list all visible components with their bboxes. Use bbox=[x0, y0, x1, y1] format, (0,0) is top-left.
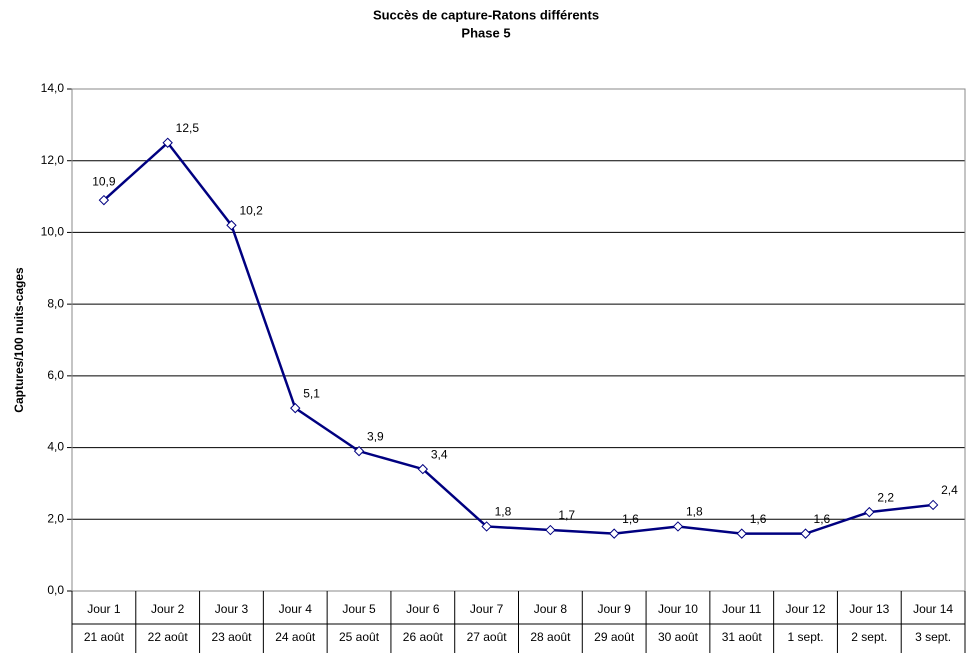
data-label: 1,7 bbox=[558, 508, 575, 522]
x-tick-label: Jour 4 bbox=[279, 602, 313, 616]
data-label: 2,2 bbox=[877, 490, 894, 504]
series-line bbox=[103, 140, 934, 535]
chart-title: Succès de capture-Ratons différents bbox=[373, 7, 599, 22]
y-tick-label: 0,0 bbox=[47, 583, 64, 597]
marker bbox=[672, 521, 684, 532]
marker bbox=[290, 402, 301, 414]
marker bbox=[545, 524, 556, 536]
y-tick-label: 10,0 bbox=[41, 225, 65, 239]
data-label: 1,6 bbox=[814, 512, 831, 526]
y-tick-label: 12,0 bbox=[41, 153, 65, 167]
marker bbox=[800, 528, 811, 539]
y-tick-label: 2,0 bbox=[47, 511, 64, 525]
marker bbox=[353, 445, 365, 457]
data-label: 1,8 bbox=[686, 505, 703, 519]
x-tick-sublabel: 23 août bbox=[211, 630, 252, 644]
marker bbox=[162, 137, 173, 148]
x-tick-label: Jour 9 bbox=[597, 602, 631, 616]
x-tick-label: Jour 12 bbox=[786, 602, 826, 616]
x-tick-sublabel: 27 août bbox=[467, 630, 508, 644]
x-tick-label: Jour 11 bbox=[722, 602, 761, 616]
data-label: 12,5 bbox=[176, 121, 200, 135]
x-tick-label: Jour 14 bbox=[913, 602, 953, 616]
y-tick-label: 6,0 bbox=[47, 368, 64, 382]
x-tick-label: Jour 6 bbox=[406, 602, 440, 616]
y-tick-label: 8,0 bbox=[47, 296, 64, 310]
data-label: 10,9 bbox=[92, 174, 116, 188]
data-label: 1,8 bbox=[495, 505, 512, 519]
x-tick-label: Jour 5 bbox=[342, 602, 376, 616]
marker bbox=[226, 220, 237, 231]
data-label: 3,9 bbox=[367, 429, 384, 443]
marker bbox=[98, 194, 110, 206]
x-tick-sublabel: 31 août bbox=[722, 630, 763, 644]
x-tick-sublabel: 26 août bbox=[403, 630, 444, 644]
marker bbox=[927, 499, 939, 511]
x-tick-sublabel: 28 août bbox=[530, 630, 571, 644]
data-label: 10,2 bbox=[239, 203, 263, 217]
y-axis-label: Captures/100 nuits-cages bbox=[12, 267, 26, 413]
marker bbox=[736, 528, 747, 539]
marker bbox=[417, 463, 429, 475]
marker bbox=[481, 521, 492, 532]
x-tick-sublabel: 24 août bbox=[275, 630, 316, 644]
marker bbox=[864, 506, 875, 518]
x-tick-label: Jour 1 bbox=[87, 602, 121, 616]
data-label: 5,1 bbox=[303, 386, 320, 400]
marker bbox=[608, 528, 620, 539]
x-tick-sublabel: 25 août bbox=[339, 630, 380, 644]
x-tick-sublabel: 30 août bbox=[658, 630, 699, 644]
x-tick-label: Jour 13 bbox=[849, 602, 889, 616]
data-label: 2,4 bbox=[941, 483, 958, 497]
data-label: 1,6 bbox=[750, 512, 767, 526]
x-tick-sublabel: 22 août bbox=[148, 630, 189, 644]
x-tick-label: Jour 7 bbox=[470, 602, 504, 616]
data-label: 3,4 bbox=[431, 447, 448, 461]
data-label: 1,6 bbox=[622, 512, 639, 526]
x-tick-sublabel: 21 août bbox=[84, 630, 125, 644]
x-tick-sublabel: 29 août bbox=[594, 630, 635, 644]
plot-frame bbox=[71, 88, 966, 592]
y-tick-label: 4,0 bbox=[47, 440, 64, 454]
x-tick-label: Jour 3 bbox=[215, 602, 249, 616]
chart-subtitle: Phase 5 bbox=[461, 25, 510, 40]
x-tick-label: Jour 2 bbox=[151, 602, 185, 616]
x-tick-sublabel: 2 sept. bbox=[851, 630, 887, 644]
x-tick-label: Jour 10 bbox=[658, 602, 698, 616]
y-tick-label: 14,0 bbox=[41, 81, 65, 95]
x-tick-label: Jour 8 bbox=[534, 602, 568, 616]
x-tick-sublabel: 3 sept. bbox=[915, 630, 951, 644]
x-tick-sublabel: 1 sept. bbox=[788, 630, 824, 644]
